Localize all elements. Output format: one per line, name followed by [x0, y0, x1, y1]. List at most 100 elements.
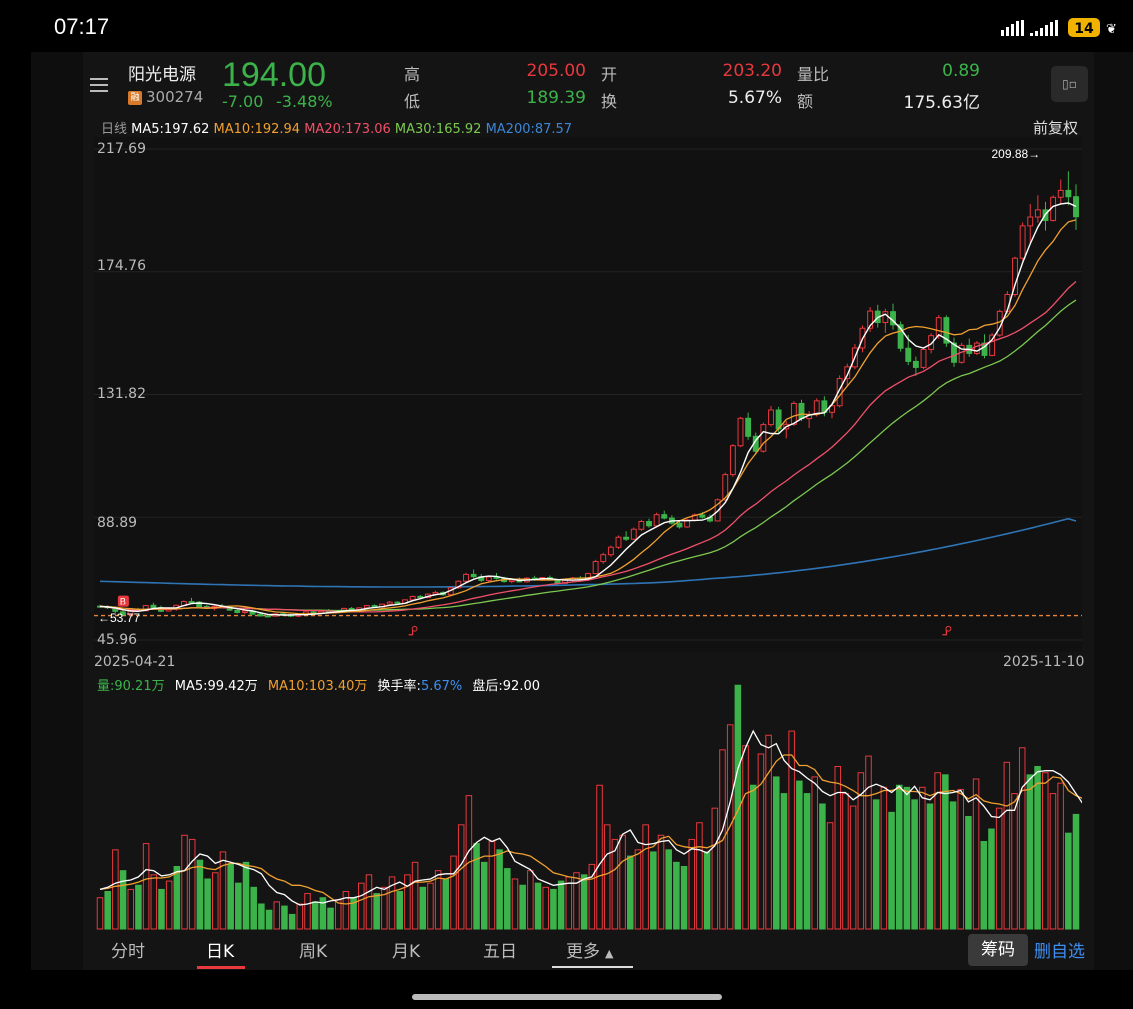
volume-bar — [1057, 782, 1064, 930]
event-marker-dot — [945, 625, 952, 632]
candle-body — [592, 561, 599, 575]
chips-button[interactable]: 筹码 — [968, 934, 1028, 966]
tab-monthly[interactable]: 月K — [392, 942, 421, 962]
candle — [897, 321, 904, 352]
turnover-rate-value: 5.67% — [420, 679, 463, 694]
turnover-label: 换 — [601, 92, 618, 111]
volume-legend: 量:90.21万 MA5:99.42万 MA10:103.40万 换手率:5.6… — [97, 675, 540, 694]
event-marker[interactable] — [942, 625, 952, 636]
more-underline — [552, 966, 633, 968]
candle-body — [417, 595, 424, 599]
volume-bar — [834, 766, 842, 930]
vol-ma5-label: MA5:99.42万 — [174, 679, 258, 694]
candlestick-chart[interactable]: 209.88→ ←53.77 B — [94, 137, 1082, 652]
volume-chart[interactable] — [94, 674, 1082, 931]
volume-bar — [1026, 774, 1034, 930]
volume-bar — [288, 913, 296, 930]
volume-bar — [104, 891, 111, 930]
ma30-label: MA30:165.92 — [394, 122, 482, 137]
volume-bar — [1018, 747, 1026, 930]
last-price: 194.00 — [222, 56, 326, 94]
volume-bar — [188, 838, 196, 930]
volume-bar — [381, 886, 388, 930]
candle-body — [790, 402, 797, 425]
volume-bar — [327, 907, 334, 930]
y-tick-label: 88.89 — [97, 515, 138, 531]
volume-bar — [265, 909, 273, 930]
volume-bar — [895, 784, 903, 930]
candle-body — [661, 514, 668, 519]
tab-more[interactable]: 更多 ▲ — [566, 937, 613, 962]
candle-body — [912, 360, 919, 368]
volume-bar — [457, 824, 465, 930]
stock-name: 阳光电源 — [128, 65, 196, 85]
volume-bar — [765, 734, 772, 930]
ma-prefix: 日线 — [101, 122, 128, 137]
candle-body — [470, 573, 477, 578]
remove-watchlist-button[interactable]: 删自选 — [1034, 942, 1085, 962]
ma20-line — [99, 281, 1077, 613]
candle-body — [196, 601, 203, 608]
volume-bar — [872, 799, 880, 930]
volume-bar — [519, 884, 526, 930]
candle-body — [1057, 189, 1064, 198]
volume-bar — [196, 859, 204, 930]
volume-bar — [119, 870, 127, 930]
tab-intraday[interactable]: 分时 — [111, 942, 145, 962]
candle-body — [508, 579, 515, 583]
menu-icon[interactable] — [90, 74, 108, 92]
volume-bar — [480, 861, 488, 930]
open-value: 203.20 — [722, 61, 782, 81]
active-tab-indicator — [197, 966, 245, 969]
home-indicator[interactable] — [412, 994, 722, 1000]
candle-body — [1065, 189, 1072, 198]
candle-body — [813, 400, 820, 415]
candle-body — [119, 611, 126, 616]
candle-body — [768, 409, 774, 426]
volume-bar — [1003, 761, 1011, 930]
volume-bar — [258, 903, 265, 930]
stock-code: 300274 — [146, 88, 204, 106]
volume-label: 量:90.21万 — [97, 679, 165, 694]
candle — [463, 572, 469, 584]
cell-signal-2-icon — [1030, 20, 1058, 36]
tab-five-day[interactable]: 五日 — [483, 942, 517, 962]
max-price-label: 209.88→ — [992, 147, 1041, 161]
candle-body — [150, 604, 157, 609]
tab-daily[interactable]: 日K — [206, 942, 235, 962]
landscape-button[interactable]: ▯▫ — [1051, 66, 1088, 102]
candle-body — [973, 342, 980, 354]
volume-bar — [903, 786, 911, 930]
candle-body — [798, 402, 805, 420]
volume-ma5-line — [99, 729, 1082, 906]
volume-bar — [281, 905, 288, 930]
volume-bar — [565, 876, 573, 930]
candle-body — [928, 335, 935, 350]
high-value: 205.00 — [526, 61, 586, 81]
candle-body — [1019, 225, 1026, 259]
tab-weekly[interactable]: 周K — [299, 942, 328, 962]
candle — [485, 576, 492, 582]
candle-body — [1034, 209, 1041, 218]
turnover-rate-label: 换手率: — [377, 679, 421, 694]
adjust-toggle[interactable]: 前复权 — [1033, 119, 1079, 137]
event-marker[interactable] — [408, 625, 418, 636]
volume-bar — [427, 882, 434, 930]
candle-body — [394, 601, 401, 604]
volume-bar — [757, 753, 765, 930]
volume-bar — [749, 784, 757, 930]
volume-bar — [857, 772, 865, 930]
volume-bar — [504, 868, 511, 930]
end-date: 2025-11-10 — [1003, 654, 1085, 670]
candle-body — [722, 474, 729, 501]
ma5-label: MA5:197.62 — [131, 122, 210, 137]
candle-body — [829, 405, 835, 413]
event-marker-dot — [411, 625, 418, 632]
candle — [646, 518, 652, 528]
buy-marker[interactable]: B — [117, 595, 129, 607]
start-date: 2025-04-21 — [94, 654, 176, 670]
volume-bar — [842, 793, 849, 930]
volume-bar — [719, 749, 726, 930]
volume-bar — [1049, 793, 1057, 930]
volume-bar — [680, 866, 688, 930]
